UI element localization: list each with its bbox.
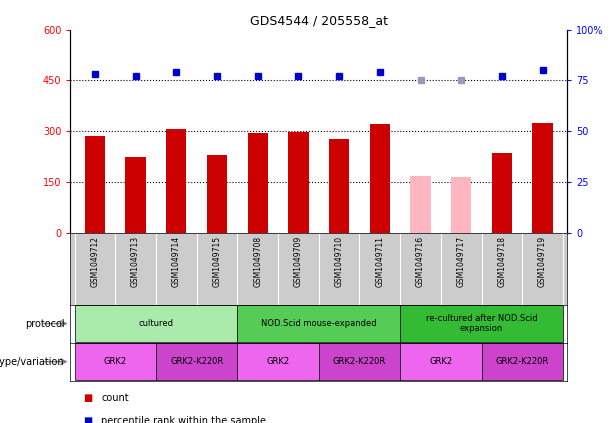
Bar xyxy=(288,132,308,233)
Text: GSM1049716: GSM1049716 xyxy=(416,236,425,287)
Text: count: count xyxy=(101,393,129,403)
Text: GSM1049713: GSM1049713 xyxy=(131,236,140,287)
Text: NOD.Scid mouse-expanded: NOD.Scid mouse-expanded xyxy=(261,319,376,328)
Text: GSM1049709: GSM1049709 xyxy=(294,236,303,288)
Bar xyxy=(75,305,237,342)
Text: genotype/variation: genotype/variation xyxy=(0,357,64,367)
Bar xyxy=(410,176,431,233)
Bar xyxy=(319,343,400,380)
Text: ■: ■ xyxy=(83,393,92,403)
Text: GSM1049719: GSM1049719 xyxy=(538,236,547,287)
Bar xyxy=(156,343,237,380)
Bar xyxy=(370,124,390,233)
Bar xyxy=(400,343,482,380)
Text: GSM1049714: GSM1049714 xyxy=(172,236,181,287)
Bar xyxy=(85,136,105,233)
Text: GSM1049715: GSM1049715 xyxy=(213,236,221,287)
Bar xyxy=(237,305,400,342)
Text: GSM1049717: GSM1049717 xyxy=(457,236,466,287)
Text: cultured: cultured xyxy=(139,319,173,328)
Text: GSM1049708: GSM1049708 xyxy=(253,236,262,287)
Title: GDS4544 / 205558_at: GDS4544 / 205558_at xyxy=(249,14,388,27)
Bar xyxy=(237,343,319,380)
Text: GRK2: GRK2 xyxy=(429,357,452,366)
Bar xyxy=(166,129,186,233)
Bar xyxy=(248,133,268,233)
Bar xyxy=(126,157,146,233)
Text: GSM1049710: GSM1049710 xyxy=(335,236,344,287)
Text: ■: ■ xyxy=(83,416,92,423)
Bar xyxy=(207,156,227,233)
Text: GRK2: GRK2 xyxy=(267,357,289,366)
Bar xyxy=(329,139,349,233)
Bar xyxy=(75,343,156,380)
Text: GRK2-K220R: GRK2-K220R xyxy=(170,357,223,366)
Text: GRK2-K220R: GRK2-K220R xyxy=(333,357,386,366)
Bar xyxy=(400,305,563,342)
Text: GSM1049711: GSM1049711 xyxy=(375,236,384,287)
Text: protocol: protocol xyxy=(25,319,64,329)
Bar xyxy=(451,177,471,233)
Bar xyxy=(492,153,512,233)
Text: GRK2: GRK2 xyxy=(104,357,127,366)
Text: GSM1049712: GSM1049712 xyxy=(90,236,99,287)
Text: GSM1049718: GSM1049718 xyxy=(497,236,506,287)
Text: GRK2-K220R: GRK2-K220R xyxy=(496,357,549,366)
Text: percentile rank within the sample: percentile rank within the sample xyxy=(101,416,266,423)
Text: re-cultured after NOD.Scid
expansion: re-cultured after NOD.Scid expansion xyxy=(426,314,538,333)
Bar xyxy=(482,343,563,380)
Bar xyxy=(533,124,553,233)
